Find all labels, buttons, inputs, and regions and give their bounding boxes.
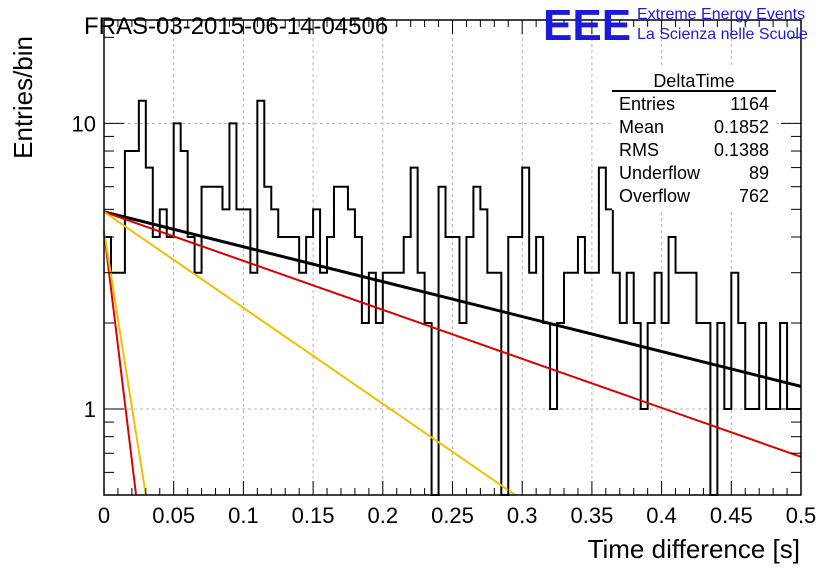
- x-tick-label: 0.25: [431, 503, 474, 528]
- stats-box: DeltaTime Entries 1164 Mean 0.1852 RMS 0…: [612, 68, 776, 210]
- fit-curve-1: [103, 210, 802, 458]
- chart-title: FRAS-03-2015-06-14-04506: [84, 13, 388, 40]
- y-tick-label: 1: [84, 397, 96, 422]
- tick-labels: 0 0.05 0.1 0.15 0.2 0.25 0.3 0.35 0.4 0.45 0.5 1 10: [72, 111, 817, 528]
- fit-curve-2: [103, 211, 516, 496]
- x-tick-label: 0.1: [228, 503, 259, 528]
- eee-logo: EEE Extreme Energy Events La Scienza nel…: [543, 1, 808, 50]
- stats-label-mean: Mean: [619, 117, 664, 137]
- x-axis-label: Time difference [s]: [588, 534, 800, 564]
- x-tick-label: 0.5: [786, 503, 817, 528]
- x-tick-label: 0.3: [507, 503, 538, 528]
- stats-label-entries: Entries: [619, 94, 675, 114]
- stats-value-overflow: 762: [739, 186, 769, 206]
- x-tick-label: 0.35: [570, 503, 613, 528]
- fit-curve-3: [103, 230, 138, 496]
- stats-value-underflow: 89: [749, 163, 769, 183]
- x-tick-label: 0: [98, 503, 110, 528]
- x-tick-label: 0.2: [368, 503, 399, 528]
- x-tick-label: 0.45: [710, 503, 753, 528]
- logo-line-2: La Scienza nelle Scuole: [637, 26, 808, 43]
- fit-curve-0: [103, 210, 802, 388]
- histogram: [104, 99, 801, 496]
- histogram-outline: [104, 99, 801, 496]
- y-tick-label: 10: [72, 111, 96, 136]
- y-axis-label: Entries/bin: [8, 36, 38, 159]
- stats-box-title: DeltaTime: [653, 71, 734, 91]
- fit-curve-4: [103, 230, 147, 496]
- stats-label-underflow: Underflow: [619, 163, 701, 183]
- logo-line-1: Extreme Energy Events: [637, 6, 805, 23]
- logo-mark: EEE: [543, 1, 631, 50]
- x-tick-label: 0.15: [292, 503, 335, 528]
- x-tick-label: 0.05: [152, 503, 195, 528]
- stats-label-overflow: Overflow: [619, 186, 691, 206]
- x-tick-label: 0.4: [646, 503, 677, 528]
- stats-value-rms: 0.1388: [714, 140, 769, 160]
- axes: [103, 19, 802, 496]
- stats-value-mean: 0.1852: [714, 117, 769, 137]
- stats-value-entries: 1164: [730, 94, 769, 114]
- fit-curves: [103, 210, 802, 496]
- stats-label-rms: RMS: [619, 140, 659, 160]
